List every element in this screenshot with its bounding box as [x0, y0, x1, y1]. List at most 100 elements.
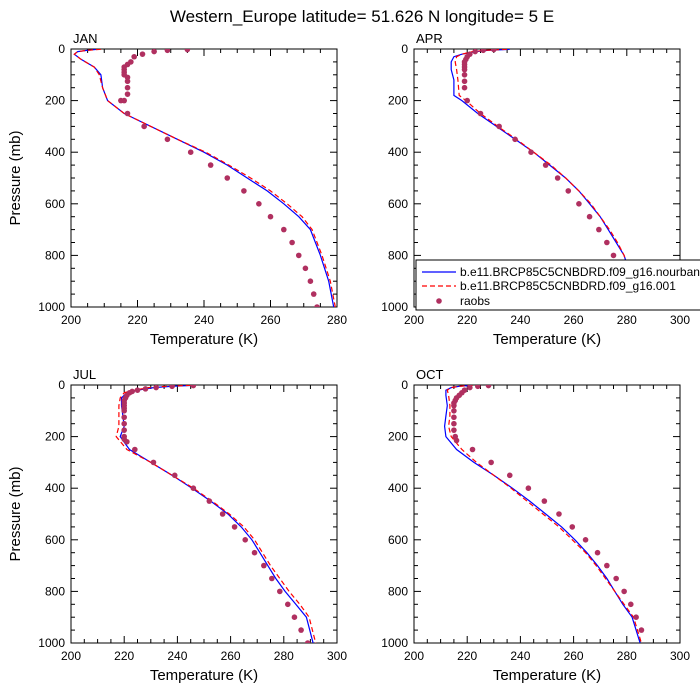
- obs-point: [451, 427, 457, 433]
- cntl-line: [73, 49, 336, 307]
- obs-point: [289, 239, 295, 246]
- obs-point: [310, 291, 317, 297]
- cntl-line: [115, 385, 317, 643]
- obs-point: [256, 201, 262, 207]
- y-tick-label: 800: [45, 248, 65, 262]
- y-tick-label: 400: [388, 481, 408, 495]
- model-line: [73, 49, 335, 307]
- obs-point: [556, 511, 562, 517]
- panel-label: JUL: [73, 367, 96, 382]
- plot-frame: [70, 384, 338, 644]
- x-tick-label: 280: [274, 649, 294, 663]
- x-tick-label: 220: [457, 313, 477, 327]
- y-tick-label: 1000: [38, 636, 65, 650]
- chart-panel-jan: 200 220 240 260 280 0 200 400 600 800 1000 JAN Tempe…: [7, 31, 347, 348]
- y-tick-label: 200: [388, 430, 408, 444]
- y-tick-label: 200: [45, 430, 65, 444]
- panel-label: JAN: [73, 31, 98, 46]
- legend-box: [415, 259, 700, 311]
- y-tick-label: 200: [45, 94, 65, 108]
- obs-point: [576, 201, 582, 207]
- obs-point: [314, 304, 320, 307]
- y-tick-label: 600: [388, 533, 408, 547]
- obs-point: [124, 438, 130, 445]
- x-axis-title: Temperature (K): [150, 331, 258, 348]
- x-tick-label: 220: [127, 313, 147, 327]
- series-group: [73, 49, 336, 307]
- x-tick-label: 300: [327, 649, 347, 663]
- legend-label: b.e11.BRCP85C5CNBDRD.f09_g16.001: [460, 279, 676, 293]
- obs-point: [134, 387, 141, 393]
- obs-point: [461, 72, 468, 78]
- obs-point: [541, 498, 548, 504]
- obs-point: [633, 614, 639, 620]
- series-group: [115, 385, 317, 643]
- series-group: [443, 385, 645, 643]
- obs-point: [164, 49, 171, 54]
- y-axis-title: Pressure (mb): [7, 130, 24, 225]
- obs-point: [554, 175, 561, 181]
- y-tick-label: 600: [45, 533, 65, 547]
- obs-point: [291, 614, 298, 620]
- obs-point: [467, 385, 473, 391]
- obs-point: [604, 239, 610, 246]
- legend: b.e11.BRCP85C5CNBDRD.f09_g16.nourbanb.e1…: [415, 259, 700, 311]
- obs-point: [461, 78, 468, 85]
- panel-label: APR: [416, 31, 443, 46]
- chart-panel-apr: 200 220 240 260 280 300 0 200 400 600 800 1000 APR Te…: [381, 31, 700, 348]
- y-tick-label: 400: [45, 145, 65, 159]
- y-tick-label: 1000: [38, 300, 65, 314]
- obs-point: [542, 162, 549, 168]
- obs-point: [451, 402, 457, 409]
- obs-point: [594, 549, 601, 556]
- y-tick-label: 0: [58, 378, 65, 392]
- obs-point: [596, 226, 602, 233]
- obs-point: [477, 110, 484, 117]
- x-tick-label: 260: [564, 649, 584, 663]
- obs-point: [153, 385, 159, 391]
- obs-point: [461, 66, 468, 73]
- obs-point: [506, 472, 513, 479]
- x-tick-label: 220: [114, 649, 134, 663]
- obs-point: [528, 149, 534, 155]
- obs-point: [241, 188, 247, 194]
- chart-panel-jul: 200 220 240 260 280 300 0 200 400 600 800 1000 JUL Te…: [7, 367, 347, 684]
- obs-point: [485, 385, 492, 389]
- y-tick-label: 600: [45, 197, 65, 211]
- obs-point: [124, 110, 131, 117]
- x-axis-title: Temperature (K): [493, 667, 601, 684]
- obs-point: [284, 601, 291, 608]
- chart-panel-oct: 200 220 240 260 280 300 0 200 400 600 800 1000 OCT Te…: [381, 367, 690, 684]
- obs-point: [267, 213, 274, 220]
- y-tick-label: 0: [401, 378, 408, 392]
- obs-point: [565, 188, 572, 194]
- y-axis-title: Pressure (mb): [7, 466, 24, 561]
- obs-point: [171, 472, 178, 479]
- obs-point: [453, 437, 460, 444]
- model-line: [119, 385, 314, 643]
- x-tick-label: 240: [510, 313, 530, 327]
- obs-point: [124, 91, 131, 97]
- obs-point: [461, 84, 468, 91]
- figure-title: Western_Europe latitude= 51.626 N longit…: [170, 7, 554, 26]
- obs-point: [124, 78, 131, 85]
- obs-point: [496, 123, 502, 130]
- x-axis-title: Temperature (K): [150, 667, 258, 684]
- obs-point: [187, 149, 194, 155]
- obs-point: [231, 524, 238, 530]
- y-tick-label: 1000: [381, 636, 408, 650]
- x-tick-label: 240: [167, 649, 187, 663]
- obs-point: [451, 414, 457, 421]
- obs-point: [207, 162, 214, 168]
- obs-point: [242, 537, 249, 543]
- x-tick-label: 280: [617, 313, 637, 327]
- obs-point: [224, 175, 231, 181]
- y-tick-label: 0: [58, 42, 65, 56]
- obs-point: [604, 562, 610, 569]
- panels: 200 220 240 260 280 0 200 400 600 800 1000 JAN Tempe…: [7, 31, 700, 684]
- obs-point: [118, 97, 124, 104]
- x-tick-label: 240: [510, 649, 530, 663]
- obs-point: [464, 97, 471, 104]
- obs-point: [269, 575, 275, 582]
